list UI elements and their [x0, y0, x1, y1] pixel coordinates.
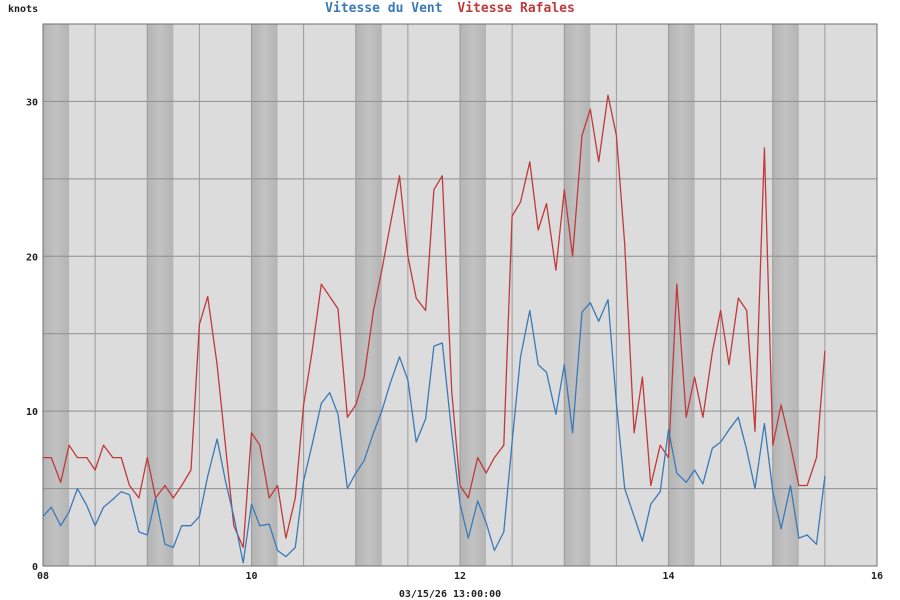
time-band	[564, 24, 591, 566]
x-tick-label: 16	[871, 571, 883, 582]
plot-area	[42, 23, 878, 567]
plot-border	[42, 23, 878, 567]
time-band	[668, 24, 695, 566]
y-tick-label: 0	[32, 562, 38, 573]
time-band	[43, 24, 70, 566]
time-band	[460, 24, 487, 566]
title-series-gusts: Vitesse Rafales	[457, 1, 574, 16]
time-band	[772, 24, 799, 566]
x-axis-label: 03/15/26 13:00:00	[399, 589, 501, 600]
y-axis-label: knots	[8, 4, 38, 15]
x-tick-label: 12	[454, 571, 466, 582]
series-line-vitesse-rafales	[43, 94, 826, 549]
series-line-vitesse-du-vent	[42, 298, 826, 564]
x-tick-label: 08	[37, 571, 49, 582]
time-band	[251, 24, 278, 566]
y-tick-label: 30	[26, 97, 38, 108]
time-band	[147, 24, 174, 566]
x-tick-label: 14	[662, 571, 674, 582]
y-tick-label: 20	[26, 252, 38, 263]
chart-title: Vitesse du Vent Vitesse Rafales	[325, 1, 575, 16]
title-series-wind: Vitesse du Vent	[325, 1, 442, 16]
y-tick-label: 10	[26, 407, 38, 418]
x-axis: 08 10 12 14 16	[37, 571, 883, 582]
y-axis: 0 10 20 30	[26, 97, 38, 573]
time-band	[355, 24, 382, 566]
x-tick-label: 10	[245, 571, 257, 582]
